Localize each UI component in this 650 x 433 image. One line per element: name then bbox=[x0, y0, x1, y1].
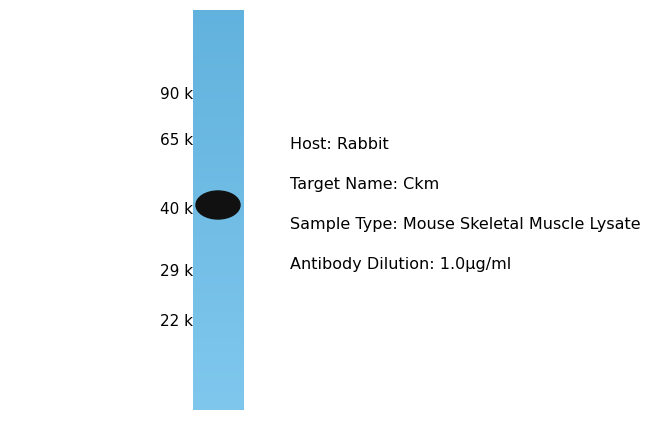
Text: Antibody Dilution: 1.0μg/ml: Antibody Dilution: 1.0μg/ml bbox=[291, 257, 512, 272]
Ellipse shape bbox=[196, 191, 240, 219]
Text: 22 kDa: 22 kDa bbox=[161, 314, 215, 329]
Text: Host: Rabbit: Host: Rabbit bbox=[291, 137, 389, 152]
Text: 40 kDa: 40 kDa bbox=[161, 202, 215, 217]
Text: 29 kDa: 29 kDa bbox=[161, 264, 215, 279]
Text: Sample Type: Mouse Skeletal Muscle Lysate: Sample Type: Mouse Skeletal Muscle Lysat… bbox=[291, 217, 641, 232]
Text: Target Name: Ckm: Target Name: Ckm bbox=[291, 177, 440, 192]
Text: 90 kDa: 90 kDa bbox=[161, 87, 215, 102]
Text: 65 kDa: 65 kDa bbox=[161, 133, 215, 148]
